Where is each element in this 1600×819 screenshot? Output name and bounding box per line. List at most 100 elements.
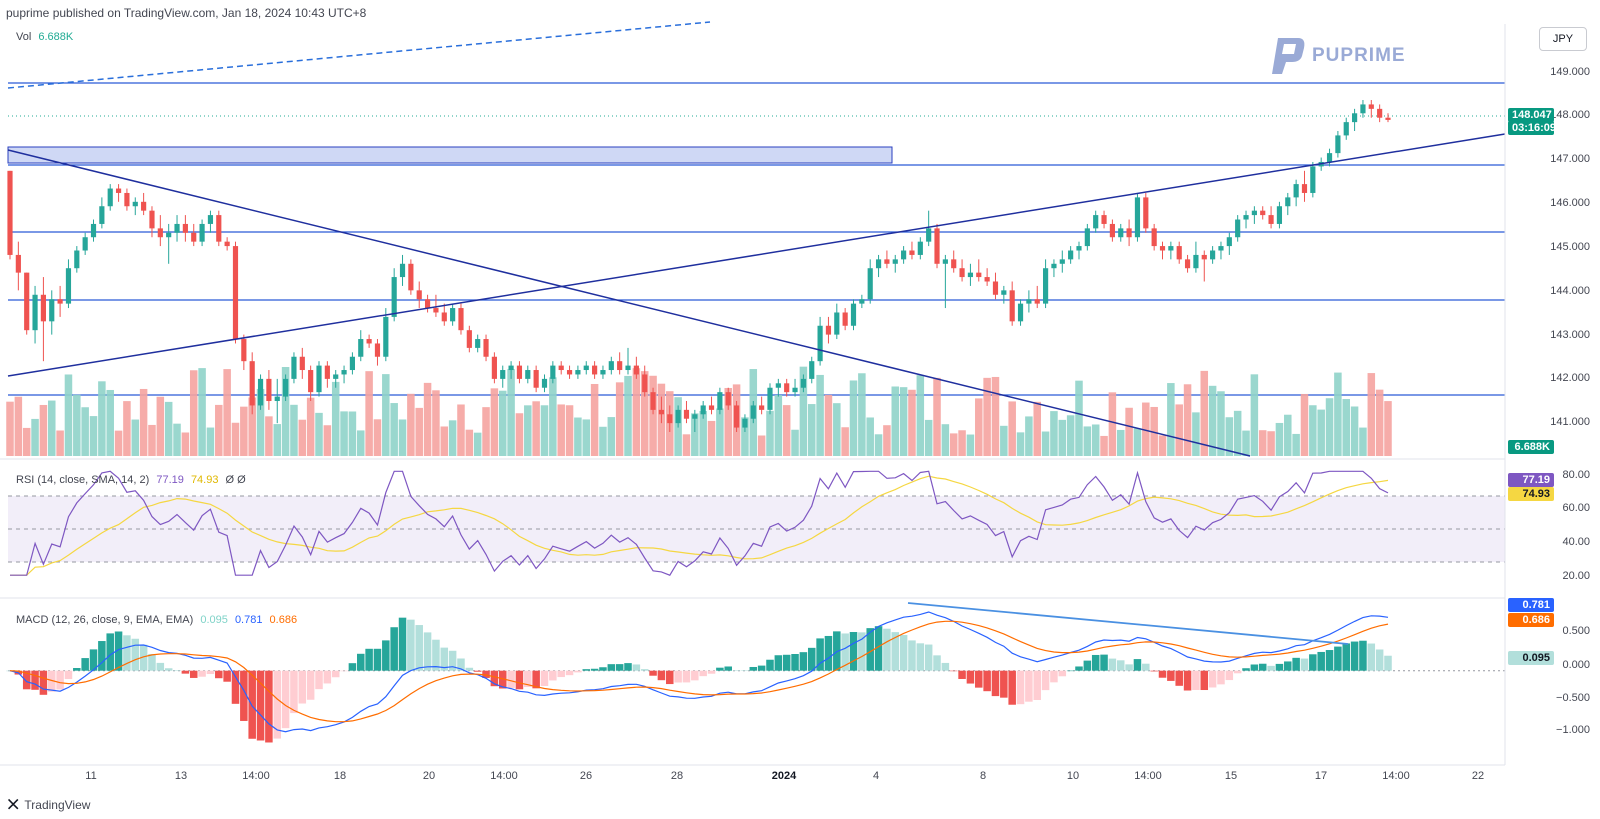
candle-body — [1068, 250, 1074, 260]
ascending-trendline — [7, 133, 1506, 377]
volume-bar — [1016, 432, 1025, 456]
macd-histogram-bar — [766, 659, 774, 671]
macd-histogram-bar — [198, 670, 206, 677]
price-axis-label: 141.000 — [1550, 416, 1590, 428]
volume-bar — [983, 377, 991, 456]
candle-body — [767, 387, 773, 410]
macd-histogram-bar — [1033, 670, 1041, 700]
macd-line — [9, 611, 1389, 733]
candle-body — [358, 339, 364, 357]
candle-body — [875, 259, 882, 269]
candle-body — [1193, 254, 1199, 269]
candle-body — [450, 308, 456, 322]
candle-body — [725, 392, 731, 406]
volume-bar — [1150, 406, 1158, 456]
macd-histogram-bar — [674, 670, 682, 683]
volume-bar — [1008, 401, 1016, 456]
candle-body — [809, 361, 815, 379]
macd-histogram-bar — [1258, 663, 1267, 671]
volume-bar — [89, 416, 98, 456]
candle-body — [733, 405, 740, 428]
macd-histogram-bar — [47, 670, 56, 692]
macd-histogram-bar — [382, 640, 390, 671]
candle-body — [1385, 117, 1391, 120]
volume-bar — [448, 420, 457, 456]
macd-histogram-bar — [1242, 668, 1250, 671]
candle-body — [909, 250, 915, 255]
volume-bar — [1334, 372, 1342, 456]
volume-bar — [123, 401, 131, 456]
candle-body — [316, 365, 322, 393]
candle-body — [433, 308, 439, 313]
volume-bar — [498, 390, 507, 456]
price-axis-label: 149.000 — [1550, 66, 1590, 78]
macd-histogram-bar — [524, 670, 532, 688]
volume-bar — [106, 389, 114, 456]
macd-histogram-bar — [1292, 657, 1300, 671]
candle-body — [1360, 104, 1366, 114]
volume-bar — [1325, 398, 1334, 456]
macd-histogram-bar — [273, 670, 282, 739]
currency-button[interactable]: JPY — [1539, 27, 1587, 51]
macd-histogram-bar — [390, 627, 398, 671]
macd-histogram-bar — [415, 625, 423, 671]
candle-body — [992, 281, 999, 295]
candle-body — [792, 387, 798, 393]
candle-body — [558, 365, 564, 371]
candle-body — [1001, 290, 1007, 295]
macd-histogram-bar — [649, 670, 657, 676]
macd-histogram-bar — [131, 638, 140, 671]
rsi-pane — [8, 470, 1505, 576]
price-axis-label: 144.000 — [1550, 285, 1590, 297]
macd-histogram-bar — [949, 670, 958, 672]
volume-bar — [1359, 427, 1367, 456]
volume-bar — [390, 403, 398, 456]
volume-bar — [1075, 380, 1083, 456]
rsi-extra: Ø Ø — [225, 474, 246, 486]
candle-body — [984, 277, 990, 282]
macd-histogram-bar — [582, 669, 591, 671]
macd-histogram-bar — [1025, 670, 1033, 702]
macd-histogram-bar — [315, 670, 323, 690]
macd-histogram-bar — [1267, 665, 1275, 671]
candle-body — [199, 223, 205, 242]
macd-histogram-bar — [657, 670, 666, 681]
macd-histogram-bar — [1041, 670, 1050, 691]
volume-bar — [382, 374, 390, 456]
macd-histogram-bar — [532, 670, 540, 689]
macd-histogram-bar — [699, 670, 707, 677]
horizontal-levels — [8, 82, 1505, 396]
macd-histogram-bar — [1133, 659, 1142, 671]
candle-body — [1301, 184, 1308, 193]
macd-histogram-bar — [515, 670, 524, 690]
volume-tag: 6.688K — [1508, 440, 1554, 454]
macd-histogram-bar — [64, 670, 73, 680]
volume-bar — [507, 369, 515, 456]
volume-value: 6.688K — [38, 31, 74, 43]
candle-body — [942, 259, 948, 264]
macd-histogram-bar — [248, 670, 256, 739]
macd-signal-tag: 0.686 — [1508, 613, 1554, 627]
puprime-logo-text: PUPRIME — [1312, 45, 1406, 66]
macd-histogram-bar — [1342, 643, 1351, 671]
macd-histogram-bar — [749, 666, 758, 671]
supply-zone-rect — [7, 146, 893, 164]
price-axis-label: 142.000 — [1550, 372, 1590, 384]
macd-histogram-bar — [106, 633, 114, 671]
tradingview-logo-icon: ⨉ — [8, 797, 19, 812]
puprime-logo: PUPRIME — [1268, 36, 1406, 76]
macd-histogram-bar — [281, 670, 290, 729]
macd-histogram-bar — [1250, 664, 1259, 671]
macd-histogram-bar — [148, 653, 156, 671]
volume-bar — [540, 405, 549, 456]
candle-body — [658, 409, 665, 415]
macd-histogram-bar — [265, 670, 273, 743]
macd-histogram-bar — [1317, 651, 1325, 671]
volume-bar — [323, 425, 332, 456]
candle-body — [1143, 197, 1149, 229]
volume-bar — [991, 376, 1000, 456]
macd-histogram-bar — [874, 626, 883, 671]
candle-body — [383, 316, 389, 357]
volume-bar — [198, 368, 206, 456]
